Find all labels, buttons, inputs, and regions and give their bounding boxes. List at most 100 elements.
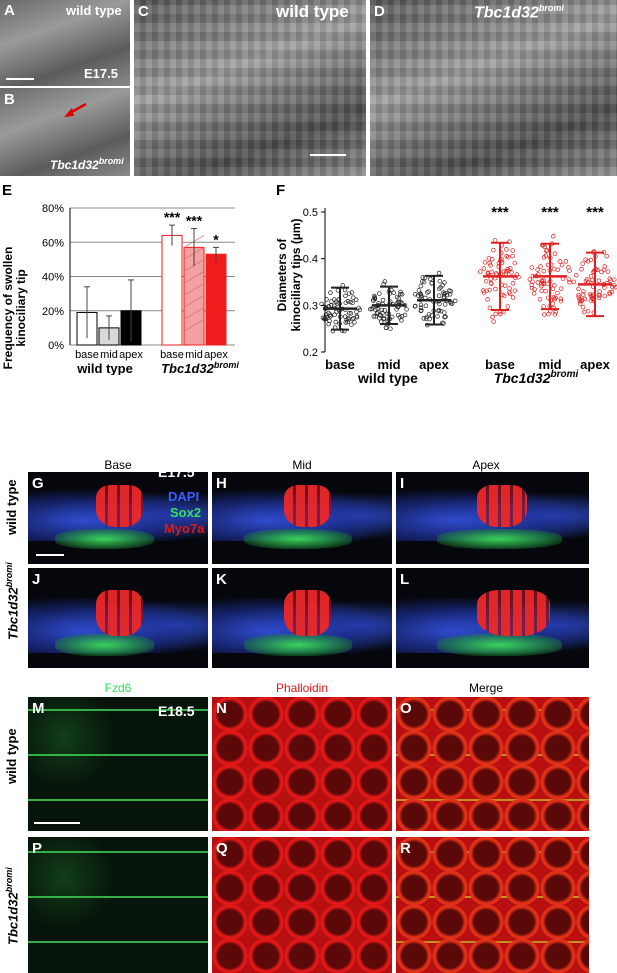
panel-f-point	[438, 308, 444, 314]
panel-f-point	[371, 314, 377, 319]
panel-f-point	[428, 276, 433, 282]
panel-f-point	[482, 260, 488, 265]
panel-f-point	[574, 273, 579, 278]
panel-f-point	[490, 314, 495, 320]
panel-f-point	[553, 309, 558, 315]
panel-f-point	[488, 263, 493, 268]
panel-r-fzd-image: R	[396, 837, 589, 973]
row-label-mutant-j: Tbc1d32bromi	[4, 562, 20, 640]
panel-f-point	[510, 253, 515, 259]
panel-f-point	[542, 244, 547, 250]
panel-f-point	[493, 311, 498, 317]
panel-m-fzd-image: M	[28, 697, 208, 831]
panel-f-point	[527, 277, 533, 282]
panel-f-point	[552, 312, 558, 317]
panel-p-letter: P	[32, 840, 43, 857]
panel-f-point	[579, 297, 585, 303]
panel-f-point	[510, 281, 516, 286]
panel-f-scatter-chart: Diameters of kinociliary tips (µm) 0.5 0.…	[275, 204, 617, 386]
panel-f-point	[332, 297, 337, 302]
panel-o-fzd-image: O	[396, 697, 589, 831]
panel-f-point	[596, 295, 602, 300]
panel-f-point	[491, 247, 496, 253]
panel-f-point	[382, 308, 388, 313]
panel-f-point	[605, 269, 611, 274]
panel-e-bar	[161, 234, 183, 346]
panel-f-point	[566, 277, 572, 282]
col-label-apex: Apex	[472, 458, 500, 472]
panel-f-point	[437, 286, 442, 292]
panel-e-ytick: 0%	[48, 340, 64, 352]
panel-f-point	[550, 301, 555, 306]
myo7a-layer	[284, 484, 331, 528]
panel-f-point	[607, 276, 613, 282]
panel-f-point	[350, 300, 355, 306]
legend-myo7a: Myo7a	[164, 521, 205, 536]
panel-f-point	[510, 248, 515, 253]
panel-f-point	[571, 279, 577, 285]
panel-d-genotype-sup: bromi	[538, 3, 564, 13]
panel-f-significance: ***	[491, 204, 509, 221]
panel-f-point	[348, 299, 353, 305]
panel-f-point	[372, 296, 378, 302]
panel-f-point	[486, 256, 492, 261]
panel-e-group-wildtype: wild type	[76, 361, 133, 375]
legend-sox2: Sox2	[170, 505, 202, 520]
panel-l-cochlea-image: L	[396, 568, 589, 668]
panel-f-point	[577, 298, 583, 304]
sox2-layer	[55, 529, 154, 550]
panel-e-ytick: 80%	[42, 203, 64, 215]
panel-c-letter: C	[138, 3, 149, 20]
panel-e-group-mutant: Tbc1d32bromi	[161, 360, 239, 375]
panel-f-point	[440, 282, 445, 288]
panel-f-point	[602, 293, 608, 299]
panel-q-fzd-image: Q	[212, 837, 392, 973]
panel-e-ylabel-line2: kinociliary tip	[14, 269, 28, 346]
panel-e-hatch	[183, 283, 205, 296]
panel-f-point	[332, 312, 337, 317]
panel-f-point	[346, 291, 352, 296]
panel-f-point	[399, 314, 405, 319]
panel-f-point	[589, 277, 595, 283]
col-label-phalloidin: Phalloidin	[275, 681, 329, 695]
panel-f-point	[421, 279, 427, 285]
panel-f-point	[539, 281, 544, 287]
panel-q-letter: Q	[216, 840, 228, 857]
panel-f-ytick: 0.2	[303, 347, 318, 359]
panel-f-point	[581, 292, 586, 297]
panel-f-point	[550, 234, 556, 239]
panel-f-point	[418, 283, 424, 289]
panel-f-significance: ***	[586, 204, 604, 221]
panel-k-cochlea-image: K	[212, 568, 392, 668]
panel-f-point	[349, 322, 354, 327]
panel-f-point	[491, 319, 496, 324]
sox2-layer	[244, 529, 353, 550]
panel-f-point	[389, 314, 395, 320]
panel-f-point	[357, 307, 363, 313]
panel-f-point	[579, 267, 584, 272]
panel-f-significance: ***	[541, 204, 559, 221]
panel-i-letter: I	[400, 475, 405, 492]
panel-f-ylabel-line2: kinociliary tips (µm)	[289, 219, 303, 332]
row-label-mutant-p-name: Tbc1d32	[5, 892, 21, 945]
panel-f-point	[489, 269, 495, 275]
panel-f-point	[487, 287, 492, 293]
panel-f-point	[413, 292, 418, 297]
legend-dapi: DAPI	[168, 489, 200, 504]
sox2-layer	[436, 634, 562, 656]
panel-f-point	[580, 261, 585, 266]
panel-e-xtick: apex	[204, 349, 228, 361]
panel-f-xtick: base	[325, 357, 355, 372]
panel-l-letter: L	[400, 571, 410, 588]
panel-f-point	[539, 288, 544, 294]
panel-e-xtick: mid	[185, 349, 203, 361]
panel-f-point	[610, 284, 615, 290]
row-label-mutant-j-name: Tbc1d32	[5, 587, 21, 640]
panel-f-point	[427, 316, 432, 322]
panel-f-point	[558, 298, 564, 304]
panel-f-point	[381, 316, 387, 321]
panel-f-point	[349, 290, 355, 295]
panel-e-bar-chart: Frequency of swollen kinociliary tip 80%…	[1, 203, 239, 375]
panel-f-point	[507, 286, 512, 291]
panel-f-point	[425, 290, 430, 295]
